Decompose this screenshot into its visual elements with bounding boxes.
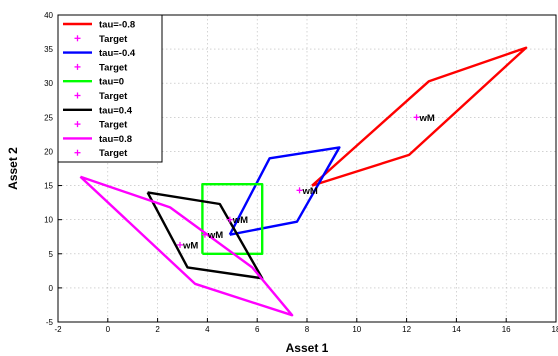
- y-tick-label: 10: [44, 216, 53, 225]
- target-label: wM: [232, 215, 248, 226]
- legend-entry-label: tau=0: [99, 77, 124, 88]
- y-tick-label: -5: [46, 318, 54, 327]
- x-axis-label: Asset 1: [286, 341, 329, 355]
- x-tick-label: 8: [305, 325, 310, 334]
- legend-entry-label: tau=-0.8: [99, 20, 135, 31]
- y-tick-label: 0: [49, 284, 54, 293]
- x-tick-label: 18: [552, 325, 558, 334]
- series-line-4: [79, 175, 294, 317]
- y-tick-label: 25: [44, 113, 53, 122]
- legend: tau=-0.8 Target tau=-0.4 Target tau=0 Target t…: [57, 14, 163, 163]
- x-tick-label: 12: [402, 325, 411, 334]
- legend-entry-label: Target: [99, 62, 128, 73]
- plot-series: [79, 46, 528, 317]
- y-tick-label: 30: [44, 79, 53, 88]
- series-line-2: [201, 182, 264, 256]
- target-label: wM: [419, 113, 435, 124]
- y-tick-label: 5: [49, 250, 54, 259]
- legend-entry-label: Target: [99, 91, 128, 102]
- axis-ticks: -2 0 2 4 6 8 10 12 14 16 18 -5 0 5 10 15 20 25 30 35 40: [44, 11, 558, 334]
- legend-entry-label: tau=0.8: [99, 134, 132, 145]
- target-label: wM: [182, 240, 198, 251]
- x-tick-label: 16: [502, 325, 511, 334]
- y-axis-label: Asset 2: [6, 147, 20, 190]
- legend-entry-label: Target: [99, 148, 128, 159]
- y-tick-label: 35: [44, 45, 53, 54]
- target-label: wM: [207, 230, 223, 241]
- x-tick-label: 6: [255, 325, 260, 334]
- series-line-0: [311, 46, 528, 187]
- x-tick-label: 10: [352, 325, 361, 334]
- legend-entry-label: tau=0.4: [99, 105, 133, 116]
- x-tick-label: 2: [155, 325, 160, 334]
- y-tick-label: 40: [44, 11, 53, 20]
- legend-entry-label: Target: [99, 34, 128, 45]
- y-tick-label: 15: [44, 182, 53, 191]
- legend-entry-label: tau=-0.4: [99, 48, 136, 59]
- x-tick-label: 0: [106, 325, 111, 334]
- x-tick-label: 4: [205, 325, 210, 334]
- x-tick-label: 14: [452, 325, 461, 334]
- x-tick-label: -2: [54, 325, 62, 334]
- target-markers: wM wM wM wM wM: [177, 113, 435, 251]
- legend-entry-label: Target: [99, 120, 128, 131]
- y-tick-label: 20: [44, 147, 53, 156]
- target-label: wM: [302, 186, 318, 197]
